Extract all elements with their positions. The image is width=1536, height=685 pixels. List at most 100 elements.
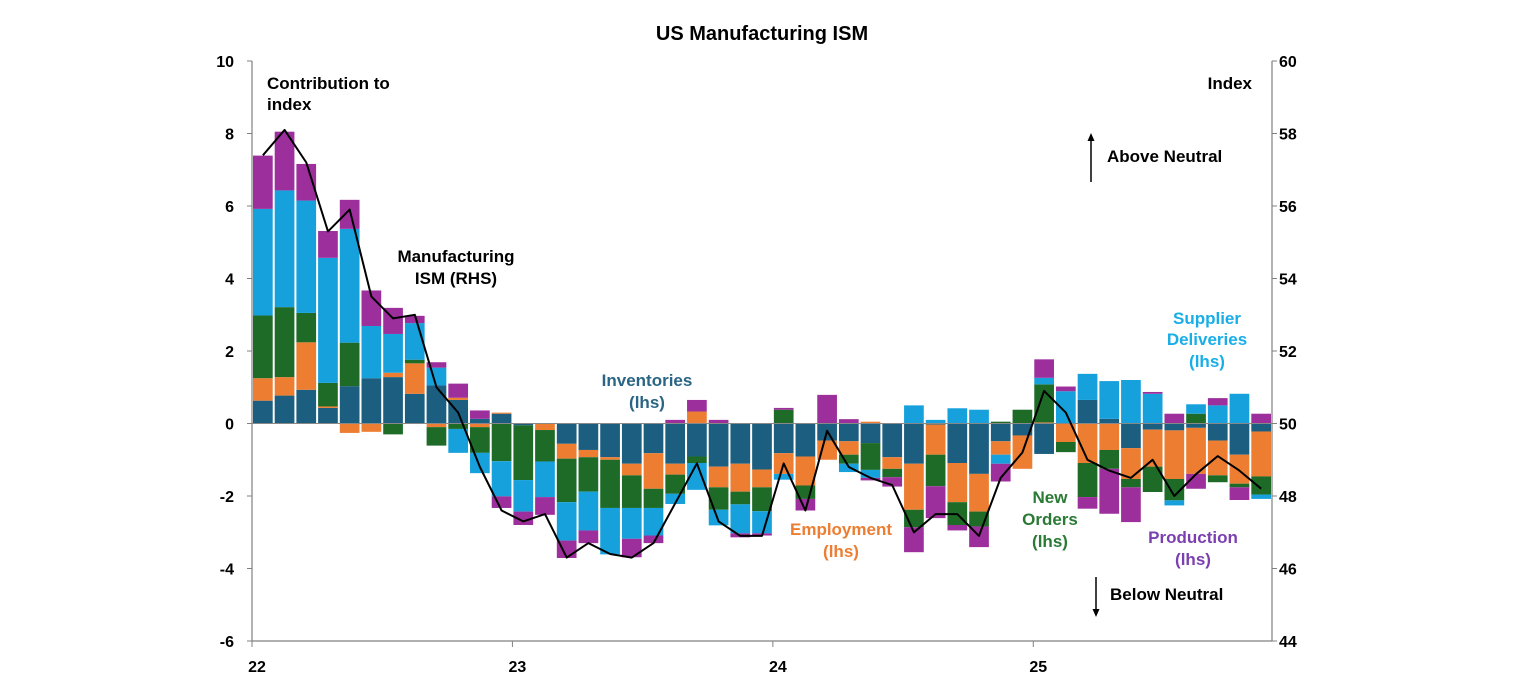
bar-emp	[362, 424, 382, 432]
bar-inv	[861, 424, 881, 444]
x-tick-label: 22	[248, 659, 266, 676]
bar-sd	[709, 510, 729, 526]
bar-prod	[817, 395, 837, 424]
bar-inv	[774, 424, 794, 454]
ism-label-line-2: ISM (RHS)	[415, 269, 497, 288]
bar-inv	[1078, 400, 1098, 424]
bar-prod	[318, 231, 338, 258]
bar-emp	[926, 425, 946, 455]
bar-inv	[1164, 424, 1184, 431]
bar-emp	[1121, 448, 1141, 479]
bar-no	[861, 443, 881, 470]
bars-layer	[253, 132, 1271, 558]
bar-prod	[1251, 414, 1271, 424]
bar-no	[926, 455, 946, 487]
bar-emp	[796, 456, 816, 485]
bar-sd	[362, 326, 382, 378]
bar-prod	[1121, 487, 1141, 522]
bar-emp	[730, 464, 750, 492]
bar-emp	[579, 450, 599, 457]
bar-prod	[340, 200, 360, 229]
bar-emp	[622, 464, 642, 476]
bar-emp	[448, 398, 468, 400]
down-arrow-icon	[1093, 577, 1100, 617]
bar-inv	[362, 378, 382, 423]
bar-emp	[709, 467, 729, 488]
bar-emp	[275, 377, 295, 395]
bar-no	[752, 487, 772, 511]
bar-sd	[926, 420, 946, 424]
bar-emp	[427, 424, 447, 428]
bar-prod	[687, 400, 707, 412]
bar-no	[513, 425, 533, 480]
right-tick-label: 52	[1279, 344, 1297, 361]
left-tick-label: -2	[220, 489, 234, 506]
bar-inv	[644, 424, 664, 454]
bar-emp	[1164, 430, 1184, 479]
bar-sd	[1164, 500, 1184, 505]
bar-no	[730, 492, 750, 505]
bar-emp	[882, 457, 902, 469]
bar-no	[774, 410, 794, 424]
bar-prod	[253, 156, 273, 209]
right-tick-label: 56	[1279, 199, 1297, 216]
left-axis-label-line-1: Contribution to	[267, 74, 390, 93]
above-neutral-label: Above Neutral	[1107, 147, 1222, 166]
bar-sd	[383, 334, 403, 373]
bar-sd	[1056, 391, 1076, 423]
bar-inv	[1230, 424, 1250, 455]
x-tick-label: 23	[509, 659, 527, 676]
bar-prod	[622, 539, 642, 557]
left-tick-label: 10	[216, 54, 234, 71]
bar-sd	[535, 462, 555, 498]
bar-inv	[492, 414, 512, 424]
bar-inv	[427, 385, 447, 423]
bar-no	[1208, 475, 1228, 482]
bar-no	[557, 459, 577, 503]
bar-emp	[600, 457, 620, 460]
left-tick-label: 4	[225, 272, 234, 289]
bar-sd	[296, 201, 316, 313]
bar-emp	[557, 444, 577, 459]
bar-emp	[904, 464, 924, 510]
bar-emp	[1251, 431, 1271, 476]
bar-prod	[1099, 469, 1119, 514]
supplier-deliveries-label: Supplier Deliveries (lhs)	[1167, 309, 1247, 371]
new-orders-label-line-2: Orders	[1022, 510, 1078, 529]
ism-label-line-1: Manufacturing	[397, 247, 514, 266]
left-tick-label: 0	[225, 417, 234, 434]
bar-prod	[1230, 487, 1250, 500]
bar-prod	[1034, 359, 1054, 377]
bar-no	[709, 487, 729, 509]
left-tick-label: 2	[225, 344, 234, 361]
new-orders-label: New Orders (lhs)	[1022, 488, 1078, 551]
bar-emp	[687, 412, 707, 424]
bar-inv	[340, 386, 360, 423]
bar-prod	[709, 420, 729, 424]
inventories-label-line-2: (lhs)	[629, 393, 665, 412]
left-tick-label: -4	[220, 562, 234, 579]
bar-inv	[1251, 424, 1271, 432]
bar-inv	[470, 419, 490, 424]
bar-sd	[1230, 394, 1250, 424]
below-neutral-label: Below Neutral	[1110, 585, 1223, 604]
bar-inv	[1099, 419, 1119, 424]
bar-emp	[492, 413, 512, 414]
bar-sd	[622, 508, 642, 539]
right-tick-label: 46	[1279, 562, 1297, 579]
bar-prod	[470, 410, 490, 418]
bar-inv	[904, 424, 924, 464]
left-tick-label: 8	[225, 127, 234, 144]
bar-no	[1056, 442, 1076, 452]
bar-no	[318, 383, 338, 407]
bar-sd	[600, 508, 620, 554]
bar-inv	[1034, 424, 1054, 454]
bar-sd	[470, 453, 490, 473]
new-orders-label-line-1: New	[1033, 488, 1069, 507]
bar-prod	[1056, 387, 1076, 392]
bar-inv	[318, 408, 338, 424]
inventories-label: Inventories (lhs)	[602, 371, 693, 412]
inventories-label-line-1: Inventories	[602, 371, 693, 390]
bar-emp	[318, 406, 338, 407]
bar-emp	[535, 424, 555, 431]
